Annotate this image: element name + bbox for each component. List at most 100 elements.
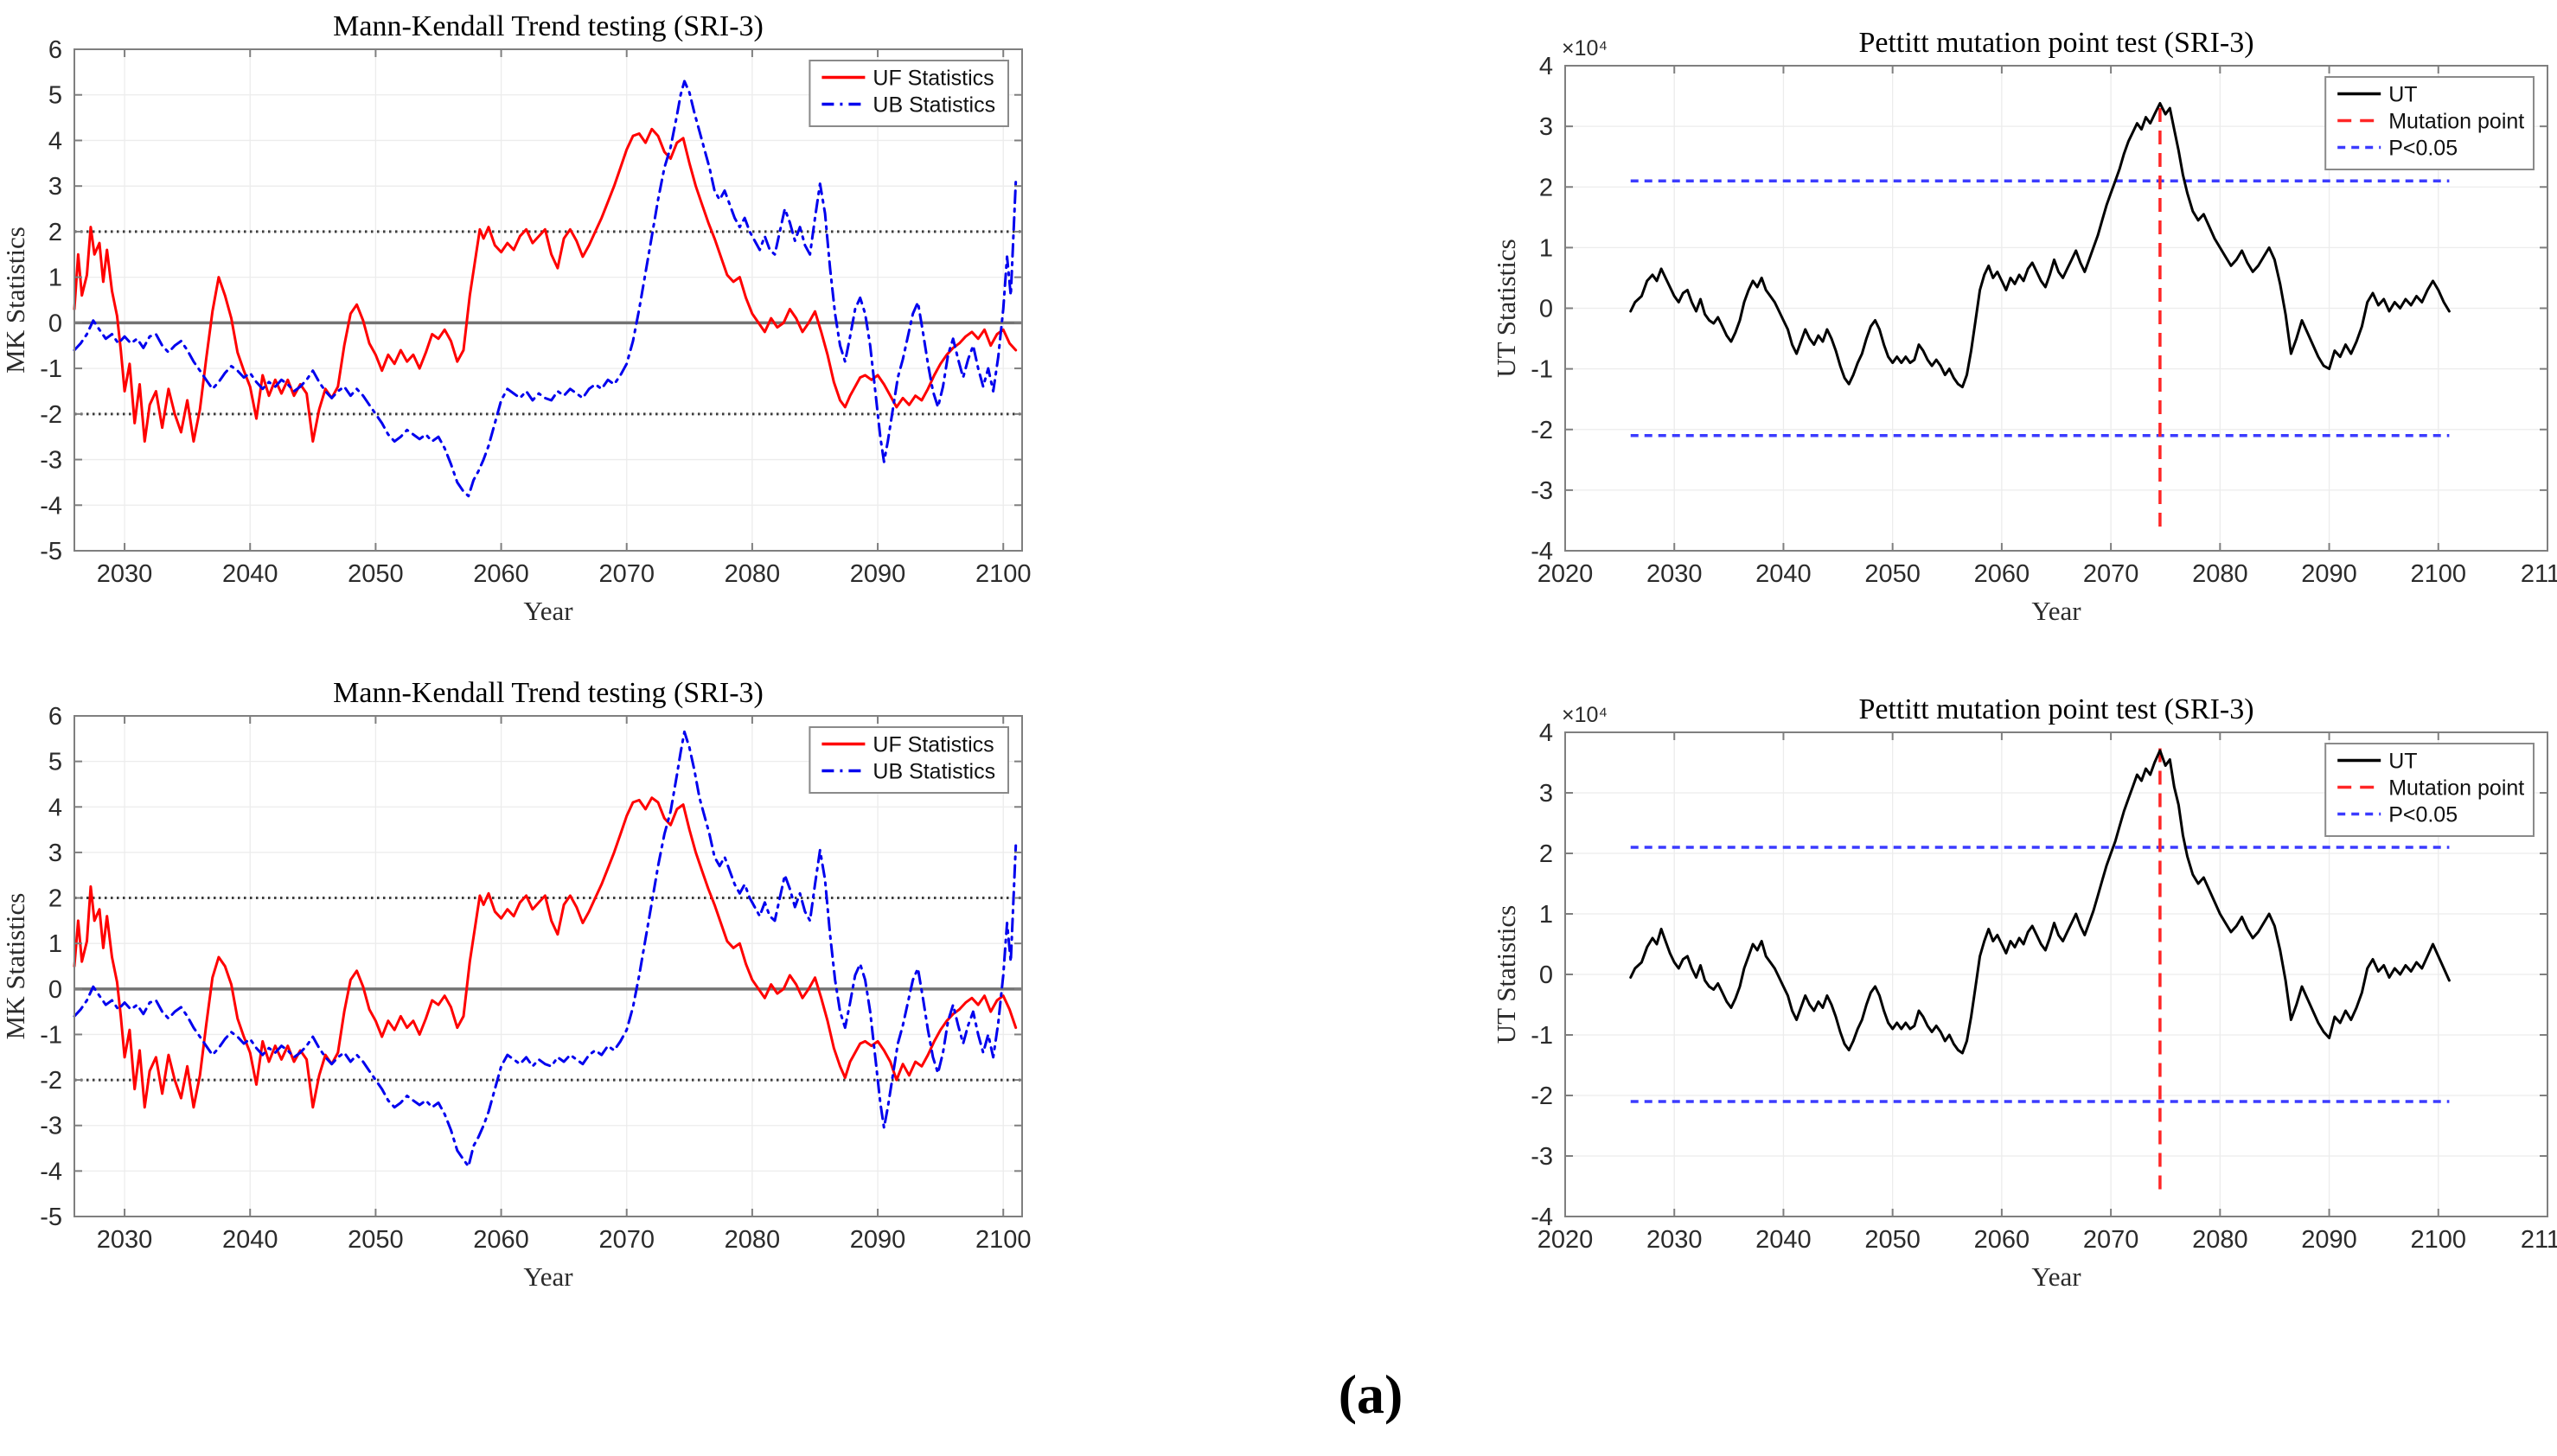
tick-labels: 2030 2040 2050 2060 2070 2080 2090 2100 -5 -4 -3 -2… bbox=[40, 36, 1031, 588]
axes-box bbox=[1564, 731, 2548, 1217]
series-uf-statistics bbox=[73, 127, 1018, 443]
y-tick-label: 1 bbox=[48, 930, 62, 958]
legend-label: UT bbox=[2388, 750, 2417, 774]
y-tick-label: -4 bbox=[40, 492, 62, 520]
axes-box bbox=[74, 715, 1023, 1217]
x-tick-label: 2100 bbox=[975, 1226, 1032, 1254]
x-tick-label: 2020 bbox=[1537, 1226, 1594, 1254]
reference-lines bbox=[1630, 100, 2450, 527]
x-axis-label: Year bbox=[2031, 596, 2081, 626]
x-tick-label: 2070 bbox=[2083, 560, 2139, 588]
x-tick-label: 2080 bbox=[2192, 1226, 2248, 1254]
y-tick-label: 1 bbox=[1539, 234, 1553, 262]
mann-kendall-bottom-chart: 2030 2040 2050 2060 2070 2080 2090 2100 -5 -4 -3 -2… bbox=[0, 677, 1032, 1292]
y-tick-label: 6 bbox=[48, 703, 62, 731]
x-tick-label: 2090 bbox=[2301, 1226, 2357, 1254]
figure-caption: (a) bbox=[1338, 1363, 1403, 1425]
axes-box bbox=[1564, 65, 2548, 552]
x-tick-label: 2030 bbox=[1646, 560, 1703, 588]
x-tick-label: 2110 bbox=[2521, 560, 2557, 588]
x-tick-label: 2090 bbox=[850, 560, 906, 588]
x-tick-label: 2030 bbox=[97, 560, 153, 588]
pettitt-bottom-chart: 2020 2030 2040 2050 2060 2070 2080 2090 2100 2110… bbox=[1491, 693, 2557, 1292]
y-tick-label: -3 bbox=[40, 1113, 62, 1140]
panel-mk-top: 2030 2040 2050 2060 2070 2080 2090 2100 -5 -4 -3 -2… bbox=[0, 0, 1150, 657]
reference-lines bbox=[74, 230, 1022, 416]
y-tick-label: 1 bbox=[1539, 901, 1553, 929]
legend: UF Statistics UB Statistics bbox=[809, 726, 1010, 794]
x-tick-label: 2080 bbox=[2192, 560, 2248, 588]
x-tick-label: 2090 bbox=[2301, 560, 2357, 588]
y-tick-label: 0 bbox=[1539, 296, 1553, 323]
chart-title: Mann-Kendall Trend testing (SRI-3) bbox=[333, 677, 764, 709]
y-axis-label: MK Statistics bbox=[0, 227, 30, 374]
x-tick-label: 2040 bbox=[1755, 1226, 1812, 1254]
y-tick-label: -4 bbox=[1531, 538, 1553, 565]
x-tick-label: 2100 bbox=[2411, 560, 2467, 588]
x-tick-label: 2080 bbox=[725, 1226, 781, 1254]
y-axis-label: MK Statistics bbox=[0, 893, 30, 1040]
series-ub-statistics bbox=[73, 80, 1018, 498]
y-tick-label: -5 bbox=[40, 538, 62, 565]
y-tick-label: 5 bbox=[48, 82, 62, 110]
x-tick-label: 2070 bbox=[2083, 1226, 2139, 1254]
y-tick-label: -2 bbox=[1531, 1082, 1553, 1110]
x-tick-label: 2080 bbox=[725, 560, 781, 588]
x-tick-label: 2050 bbox=[348, 1226, 404, 1254]
y-tick-label: 3 bbox=[48, 173, 62, 201]
tick-labels: 2020 2030 2040 2050 2060 2070 2080 2090 2100 2110… bbox=[1531, 36, 2557, 588]
y-tick-label: 0 bbox=[48, 310, 62, 337]
legend-label: UT bbox=[2388, 83, 2417, 107]
y-tick-label: 2 bbox=[1539, 840, 1553, 868]
legend-label: UB Statistics bbox=[873, 93, 995, 118]
axes-box bbox=[74, 48, 1023, 552]
legend-label: UB Statistics bbox=[873, 760, 995, 784]
x-tick-label: 2100 bbox=[2411, 1226, 2467, 1254]
y-tick-label: 2 bbox=[48, 219, 62, 246]
chart-title: Pettitt mutation point test (SRI-3) bbox=[1858, 27, 2253, 59]
legend-label: Mutation point bbox=[2388, 110, 2524, 134]
reference-lines bbox=[1630, 747, 2450, 1190]
x-tick-label: 2050 bbox=[1864, 560, 1921, 588]
x-tick-label: 2060 bbox=[1974, 1226, 2030, 1254]
y-exponent-label: ×10⁴ bbox=[1562, 36, 1608, 61]
legend-label: UF Statistics bbox=[873, 733, 994, 757]
y-tick-label: -1 bbox=[1531, 1022, 1553, 1050]
y-tick-label: -3 bbox=[1531, 1143, 1553, 1171]
y-tick-label: 4 bbox=[48, 794, 62, 821]
series-ut bbox=[1629, 749, 2451, 1055]
pettitt-top-chart: 2020 2030 2040 2050 2060 2070 2080 2090 2100 2110… bbox=[1491, 27, 2557, 626]
x-tick-label: 2030 bbox=[1646, 1226, 1703, 1254]
panel-mk-bottom: 2030 2040 2050 2060 2070 2080 2090 2100 -5 -4 -3 -2… bbox=[0, 666, 1150, 1331]
legend-label: UF Statistics bbox=[873, 67, 994, 91]
x-tick-label: 2040 bbox=[1755, 560, 1812, 588]
x-axis-label: Year bbox=[523, 1261, 573, 1292]
y-tick-label: 5 bbox=[48, 749, 62, 776]
x-tick-label: 2070 bbox=[598, 560, 655, 588]
x-tick-label: 2110 bbox=[2521, 1226, 2557, 1254]
y-tick-label: -1 bbox=[40, 1021, 62, 1049]
y-tick-label: 3 bbox=[1539, 113, 1553, 141]
x-axis-label: Year bbox=[523, 596, 573, 626]
legend-label: Mutation point bbox=[2388, 776, 2524, 801]
y-tick-label: -4 bbox=[1531, 1204, 1553, 1231]
y-tick-label: -1 bbox=[1531, 356, 1553, 384]
reference-lines bbox=[74, 897, 1022, 1082]
y-tick-label: 0 bbox=[48, 976, 62, 1004]
y-tick-label: 2 bbox=[48, 885, 62, 913]
chart-title: Mann-Kendall Trend testing (SRI-3) bbox=[333, 10, 764, 42]
legend-label: P<0.05 bbox=[2388, 137, 2458, 161]
x-tick-label: 2100 bbox=[975, 560, 1032, 588]
y-tick-label: -4 bbox=[40, 1158, 62, 1185]
tick-labels: 2020 2030 2040 2050 2060 2070 2080 2090 2100 2110… bbox=[1531, 703, 2557, 1254]
y-tick-label: 0 bbox=[1539, 961, 1553, 989]
series-ut bbox=[1629, 102, 2451, 389]
x-tick-label: 2070 bbox=[598, 1226, 655, 1254]
y-tick-label: -2 bbox=[40, 401, 62, 429]
y-exponent-label: ×10⁴ bbox=[1562, 703, 1608, 727]
y-tick-label: -3 bbox=[1531, 477, 1553, 505]
panel-pettitt-top: 2020 2030 2040 2050 2060 2070 2080 2090 2100 2110… bbox=[1407, 0, 2557, 657]
x-tick-label: 2050 bbox=[348, 560, 404, 588]
x-axis-label: Year bbox=[2031, 1261, 2081, 1292]
